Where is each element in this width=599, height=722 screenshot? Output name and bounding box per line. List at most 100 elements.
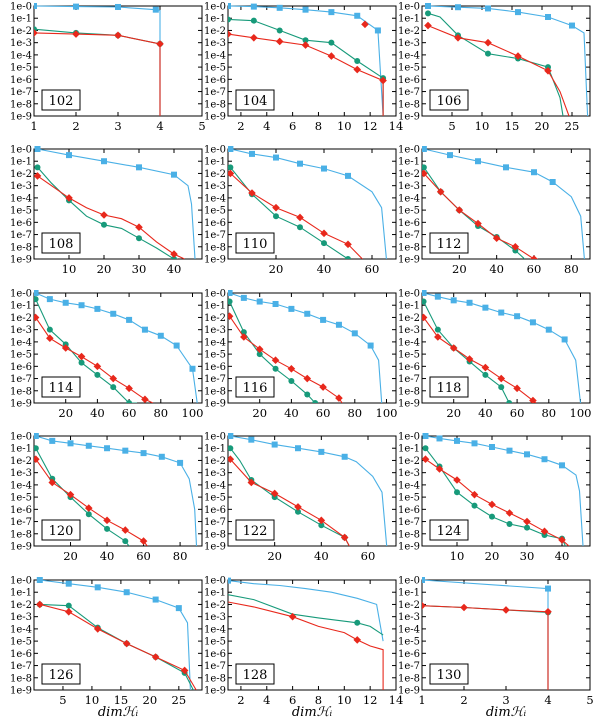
y-tick-label: 1e-1 <box>204 14 226 25</box>
data-point-circle <box>471 502 478 509</box>
y-tick-label: 1e-4 <box>398 480 420 491</box>
data-point-circle <box>422 298 427 305</box>
panel-102: 1e-01e-11e-21e-31e-4 1e-51e-61e-71e-8 1e-9… <box>10 2 206 134</box>
data-point-circle <box>126 400 133 403</box>
plot-frame <box>33 579 203 691</box>
y-tick-label: 1e-6 <box>398 218 420 229</box>
data-point-square <box>288 305 295 312</box>
data-point-circle <box>312 400 319 403</box>
data-point-diamond <box>492 234 501 243</box>
x-tick-label: 20 <box>267 549 282 563</box>
y-tick-label: 1e-0 <box>10 576 32 587</box>
plot-area <box>422 433 584 546</box>
panel-label: 102 <box>49 94 74 109</box>
data-point-diamond <box>156 40 164 48</box>
data-point-circle <box>328 39 335 46</box>
data-point-circle <box>498 384 505 391</box>
data-point-diamond <box>453 476 461 484</box>
data-point-circle <box>34 164 41 171</box>
series-line-square <box>228 580 384 642</box>
y-tick-label: 1e-6 <box>10 75 32 86</box>
x-tick-label: 20 <box>252 406 267 420</box>
y-tick-label: 1e-7 <box>10 374 32 385</box>
panel-label: 106 <box>437 94 462 109</box>
data-point-circle <box>321 240 327 247</box>
data-point-diamond <box>335 394 343 402</box>
data-point-diamond <box>48 478 57 487</box>
plot-area <box>228 577 384 690</box>
x-tick-label: 20 <box>269 262 284 276</box>
data-point-square <box>425 3 431 9</box>
data-point-diamond <box>320 229 328 238</box>
data-point-circle <box>256 351 263 358</box>
y-tick-label: 1e-4 <box>398 624 420 635</box>
x-tick-label: 1 <box>418 693 425 707</box>
x-tick-label: 60 <box>527 262 542 276</box>
data-point-square <box>471 440 478 447</box>
data-point-square <box>455 4 461 11</box>
data-point-square <box>354 12 361 19</box>
data-point-circle <box>422 164 427 171</box>
y-tick-label: 1e-2 <box>204 26 226 37</box>
y-tick-label: 1e-1 <box>10 157 32 168</box>
y-tick-label: 1e-2 <box>10 313 32 324</box>
y-tick-label: 1e-3 <box>10 181 32 192</box>
x-tick-label: 80 <box>541 406 556 420</box>
data-point-square <box>228 290 233 296</box>
y-tick-label: 1e-5 <box>204 350 226 361</box>
y-tick-label: 1e-4 <box>204 337 226 348</box>
data-point-diamond <box>250 33 258 42</box>
data-point-square <box>256 298 263 305</box>
y-tick-label: 1e-0 <box>10 145 32 156</box>
data-point-circle <box>302 37 309 44</box>
data-point-circle <box>489 513 495 520</box>
data-point-diamond <box>125 384 133 393</box>
y-tick-label: 1e-8 <box>398 99 420 110</box>
y-tick-label: 1e-4 <box>10 193 32 204</box>
data-point-circle <box>434 326 441 333</box>
data-point-diamond <box>141 395 149 403</box>
y-tick-label: 1e-0 <box>398 576 420 587</box>
panel-label: 114 <box>49 381 74 396</box>
data-point-square <box>318 448 325 455</box>
y-tick-label: 1e-3 <box>398 612 420 623</box>
data-point-diamond <box>434 333 442 341</box>
data-point-square <box>46 296 53 303</box>
y-tick-label: 1e-3 <box>398 325 420 336</box>
y-tick-label: 1e-6 <box>398 75 420 86</box>
y-tick-label: 1e-1 <box>204 444 226 455</box>
y-tick-label: 1e-0 <box>398 289 420 300</box>
y-tick-label: 1e-7 <box>398 87 420 98</box>
panel-108: 1e-01e-11e-21e-31e-4 1e-51e-61e-71e-8 1e-9… <box>10 145 203 276</box>
data-point-diamond <box>514 52 522 60</box>
data-point-circle <box>506 521 513 527</box>
y-tick-label: 1e-6 <box>204 218 226 229</box>
y-tick-label: 1e-0 <box>204 289 226 300</box>
x-tick-label: 10 <box>475 119 490 133</box>
data-point-diamond <box>424 21 432 30</box>
plot-area <box>228 146 387 259</box>
data-point-square <box>503 164 509 171</box>
plot-frame <box>421 292 591 404</box>
data-point-square <box>482 304 489 311</box>
plot-frame <box>227 579 397 691</box>
y-tick-label: 1e-4 <box>204 50 226 61</box>
data-point-diamond <box>228 312 234 321</box>
x-tick-label: 4 <box>263 693 270 707</box>
data-point-square <box>545 585 551 592</box>
x-tick-label: 15 <box>114 693 129 707</box>
data-point-square <box>152 596 159 603</box>
x-tick-label: 1 <box>30 119 37 133</box>
data-point-square <box>34 146 41 152</box>
x-tick-label: 5 <box>198 119 205 133</box>
x-tick-label: 60 <box>316 406 331 420</box>
y-tick-label: 1e-3 <box>10 38 32 49</box>
data-point-diamond <box>247 478 256 487</box>
plot-area <box>34 3 164 116</box>
data-point-square <box>295 445 301 452</box>
x-tick-label: 60 <box>122 406 137 420</box>
panel-label-box <box>429 232 469 254</box>
y-tick-label: 1e-5 <box>10 206 32 217</box>
y-tick-label: 1e-3 <box>10 468 32 479</box>
data-point-diamond <box>287 364 296 373</box>
